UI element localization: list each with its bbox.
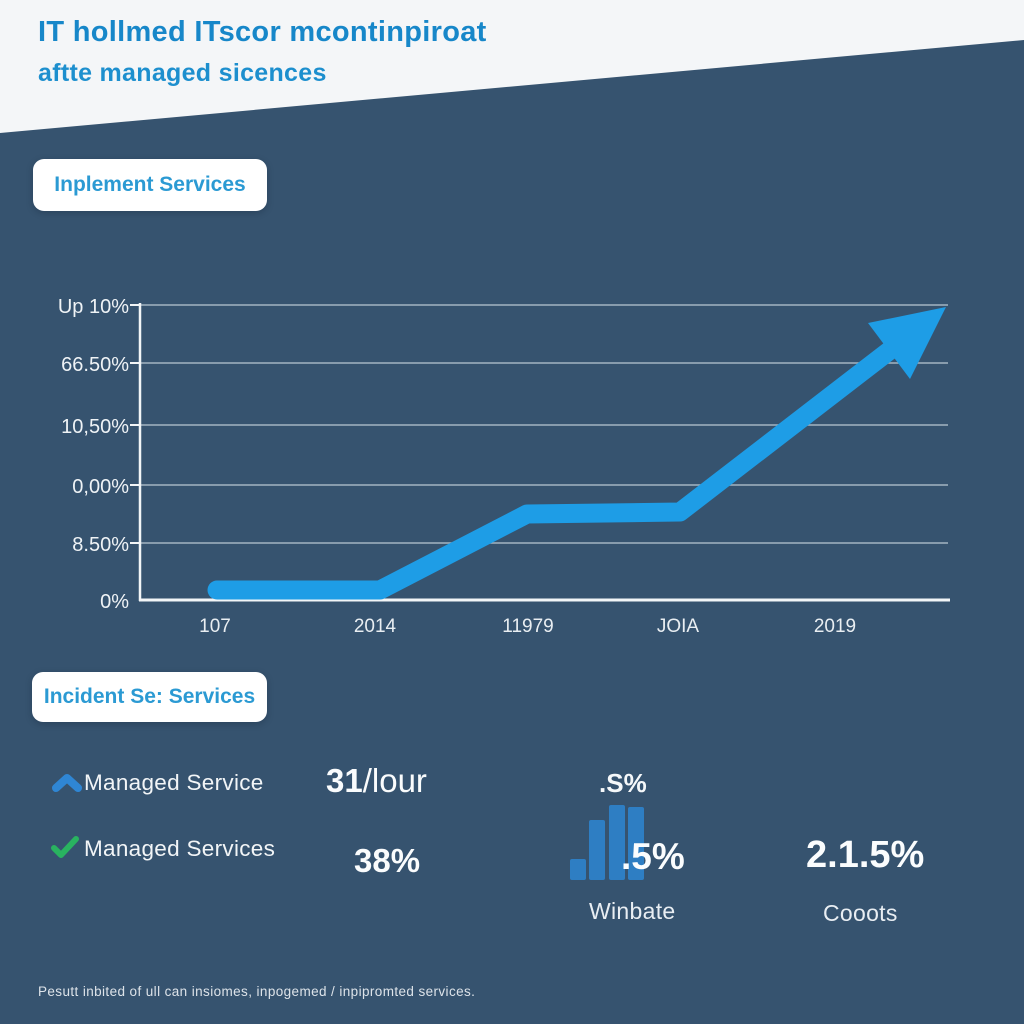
page-subtitle: aftte managed sicences bbox=[38, 59, 327, 87]
costs-big-value: 2.1.5% bbox=[806, 834, 925, 876]
x-tick-label: 2019 bbox=[814, 616, 856, 637]
trend-line bbox=[207, 307, 946, 600]
footnote-text: Pesutt inbited of ull can insiomes, inpo… bbox=[38, 984, 476, 999]
stat-row-label: Managed Services bbox=[84, 836, 276, 861]
implement-services-badge[interactable]: Inplement Services bbox=[33, 159, 267, 211]
costs-label: Cooots bbox=[823, 900, 898, 926]
y-tick-label: 10,50% bbox=[61, 416, 129, 438]
x-tick-label: 107 bbox=[199, 616, 231, 637]
y-tick-label: 8.50% bbox=[72, 534, 129, 556]
stat-row-value: 31/lour bbox=[326, 762, 427, 799]
stat-row-label: Managed Service bbox=[84, 770, 264, 795]
axis-ticks bbox=[130, 304, 140, 544]
stat-row-value: 38% bbox=[354, 842, 421, 879]
axes bbox=[138, 303, 950, 602]
winrate-label: Winbate bbox=[589, 898, 676, 924]
growth-line-chart: Up 10% 66.50% 10,50% 0,00% 8.50% 0% 107 … bbox=[58, 296, 950, 637]
page-title: IT hollmed ITscor mcontinpiroat bbox=[38, 16, 487, 48]
x-tick-label: 2014 bbox=[354, 616, 397, 637]
y-tick-label: Up 10% bbox=[58, 296, 129, 318]
gridlines bbox=[140, 304, 948, 544]
y-tick-label: 66.50% bbox=[61, 354, 129, 376]
y-tick-label: 0,00% bbox=[72, 476, 129, 498]
winrate-big-value: .5% bbox=[621, 836, 685, 877]
bar-chart-icon bbox=[568, 803, 648, 886]
check-icon bbox=[50, 835, 80, 864]
x-tick-label: JOIA bbox=[657, 616, 700, 637]
arrow-head-icon bbox=[868, 307, 946, 379]
chevron-up-icon bbox=[51, 773, 83, 798]
x-tick-label: 11979 bbox=[502, 616, 553, 637]
incident-services-badge[interactable]: Incident Se: Services bbox=[32, 672, 267, 722]
winrate-small-value: .S% bbox=[599, 768, 647, 798]
y-tick-label: 0% bbox=[100, 591, 129, 613]
